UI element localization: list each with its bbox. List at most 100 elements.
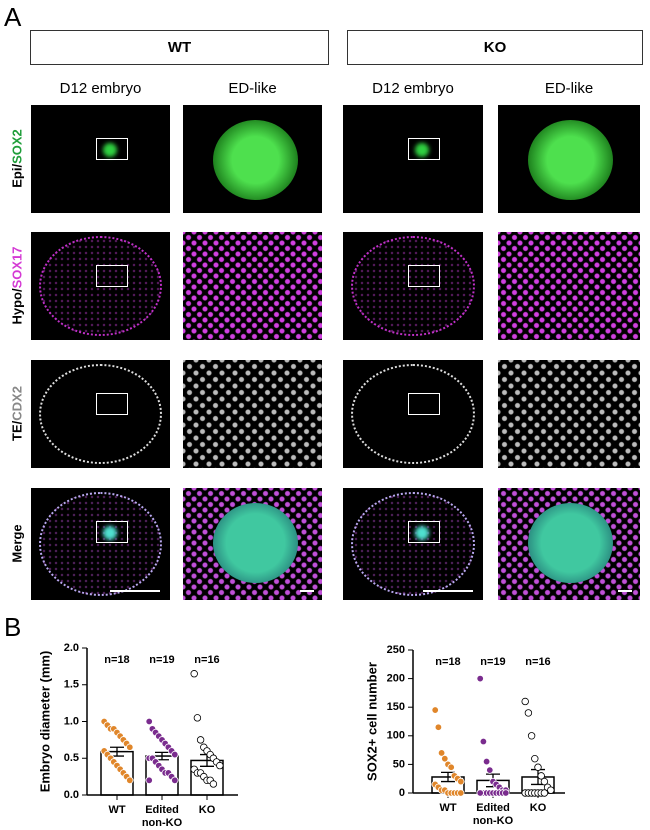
embryo-outline [39,492,162,596]
micrograph [183,360,322,468]
micrograph [498,360,640,468]
y-tick-label: 200 [387,673,405,685]
scale-bar [423,590,473,592]
epiblast [528,120,613,200]
roi-box [96,521,128,543]
n-label: n=16 [194,654,219,666]
n-label: n=18 [104,654,129,666]
column-label: D12 embryo [59,80,142,97]
roi-box [408,393,440,415]
data-point [457,789,465,797]
micrograph [31,232,170,340]
roi-box [96,138,128,160]
data-point [441,754,449,763]
tissue-label: Hypo/ [9,288,25,325]
y-tick-label: 0.5 [64,752,79,764]
scale-bar [300,590,314,592]
data-point [216,761,224,770]
data-point [434,723,443,731]
y-tick-label: 150 [387,701,405,713]
y-tick-label: 100 [387,730,405,742]
data-point [540,777,549,786]
roi-box [408,138,440,160]
x-tick-label: Edited non-KO [472,802,514,827]
row-label: Merge [10,489,25,599]
x-tick-label: Edited non-KO [141,804,183,829]
micrograph [343,488,483,600]
row-label: Hypo/SOX17 [10,231,25,341]
data-point [126,743,134,751]
data-point [537,772,545,780]
column-label: ED-like [228,80,277,97]
y-tick-label: 2.0 [64,642,79,654]
micrograph [343,232,483,340]
marker-label: SOX2 [9,129,25,164]
roi-box [96,393,128,415]
data-point [196,736,205,744]
data-point [479,737,488,746]
x-tick-label: WT [439,802,457,814]
group-label: KO [347,30,643,65]
y-tick-label: 1.0 [64,715,79,727]
data-point [457,777,465,786]
epiblast [213,120,298,200]
data-point [547,786,555,794]
data-point [524,709,533,717]
group-label: WT [30,30,329,65]
roi-box [408,265,440,287]
column-label: ED-like [544,80,594,97]
data-point [527,732,536,740]
data-point [193,714,202,722]
column-label: D12 embryo [372,80,454,97]
row-label: TE/CDX2 [10,359,25,469]
micrograph [31,488,170,600]
y-tick-label: 250 [387,644,405,656]
data-point [476,789,484,797]
data-point [171,776,179,784]
y-axis-label: Embryo diameter (mm) [37,651,52,793]
x-tick-label: WT [108,804,126,816]
data-point [482,757,491,766]
panel-letter: A [4,2,22,32]
y-axis-label: SOX2+ cell number [364,662,379,781]
epiblast [103,526,117,540]
y-tick-label: 0 [399,787,405,799]
x-tick-label: KO [529,802,547,814]
micrograph [183,232,322,340]
data-point [145,776,153,784]
data-point [209,780,218,788]
data-point [190,670,198,678]
data-point [521,697,529,706]
marker-label: SOX17 [9,246,25,289]
embryo-outline [351,492,475,596]
n-label: n=19 [149,654,174,666]
data-point [437,749,446,757]
n-label: n=16 [525,656,550,668]
micrograph [31,105,170,213]
epiblast [415,526,429,540]
micrograph [498,488,640,600]
data-point [171,750,179,759]
scale-bar [618,590,632,592]
data-point [540,789,549,797]
epiblast [103,143,117,157]
error-bar [441,771,455,783]
scale-bar [110,590,160,592]
micrograph [498,232,640,340]
marker-label: CDX2 [9,386,25,421]
epiblast [528,503,613,583]
data-point [447,763,455,771]
n-label: n=18 [435,656,460,668]
tissue-label: TE/ [9,420,25,441]
micrograph [498,105,640,213]
data-point [145,717,153,726]
micrograph [183,488,322,600]
embryo-outline [39,364,162,464]
n-label: n=19 [480,656,505,668]
epiblast [415,143,429,157]
tissue-label: Merge [9,524,25,563]
tissue-label: Epi/ [9,163,25,188]
micrograph [31,360,170,468]
